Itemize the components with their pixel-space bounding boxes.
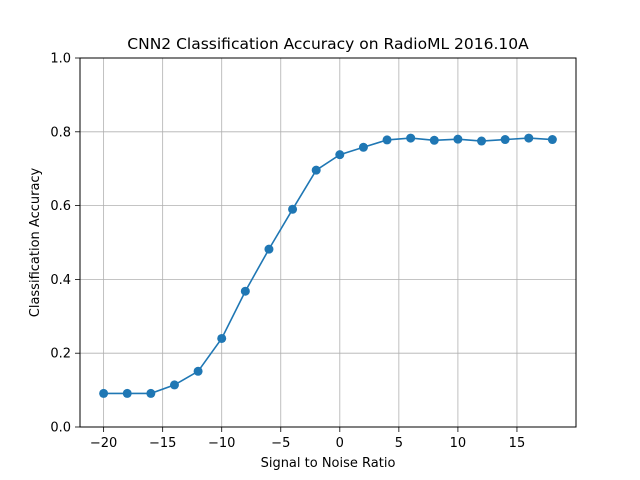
x-tick-label: 10 [450,436,467,451]
y-tick-label: 0.2 [50,347,71,362]
data-point [169,380,179,390]
data-point [406,133,416,143]
data-point [524,133,534,143]
y-tick-label: 0.8 [50,125,71,140]
y-axis-label: Classification Accuracy [28,167,43,317]
y-tick-label: 0.6 [50,199,71,214]
x-axis: −20 −15 −10 −5 0 5 10 15 [90,427,525,451]
x-tick-label: −15 [149,436,176,451]
data-point [99,388,109,398]
data-point [217,333,227,343]
x-tick-label: −20 [90,436,117,451]
series-line [103,137,553,395]
data-point [429,135,439,145]
data-point [146,388,156,398]
data-point [335,150,345,160]
data-point [500,135,510,145]
plot-frame [79,57,577,428]
data-point [311,165,321,175]
series-layer [99,133,557,398]
data-point [477,136,487,146]
data-point [193,366,203,376]
grid [80,57,576,428]
x-tick-label: 0 [336,436,344,451]
data-point [122,388,132,398]
x-tick-label: −5 [271,436,290,451]
data-point [453,134,463,144]
y-tick-label: 0.0 [50,421,71,436]
data-point [382,135,392,145]
x-tick-label: −10 [208,436,235,451]
y-axis: 0.0 0.2 0.4 0.6 0.8 1.0 [50,52,80,436]
y-tick-label: 1.0 [50,52,71,67]
data-point [288,204,298,214]
data-point [547,135,557,145]
x-tick-label: 5 [395,436,403,451]
x-tick-label: 15 [509,436,526,451]
x-axis-label: Signal to Noise Ratio [261,456,396,471]
y-tick-label: 0.4 [50,273,71,288]
data-point [264,244,274,254]
data-point [358,142,368,152]
chart-title: CNN2 Classification Accuracy on RadioML … [127,35,529,53]
data-point [240,286,250,296]
